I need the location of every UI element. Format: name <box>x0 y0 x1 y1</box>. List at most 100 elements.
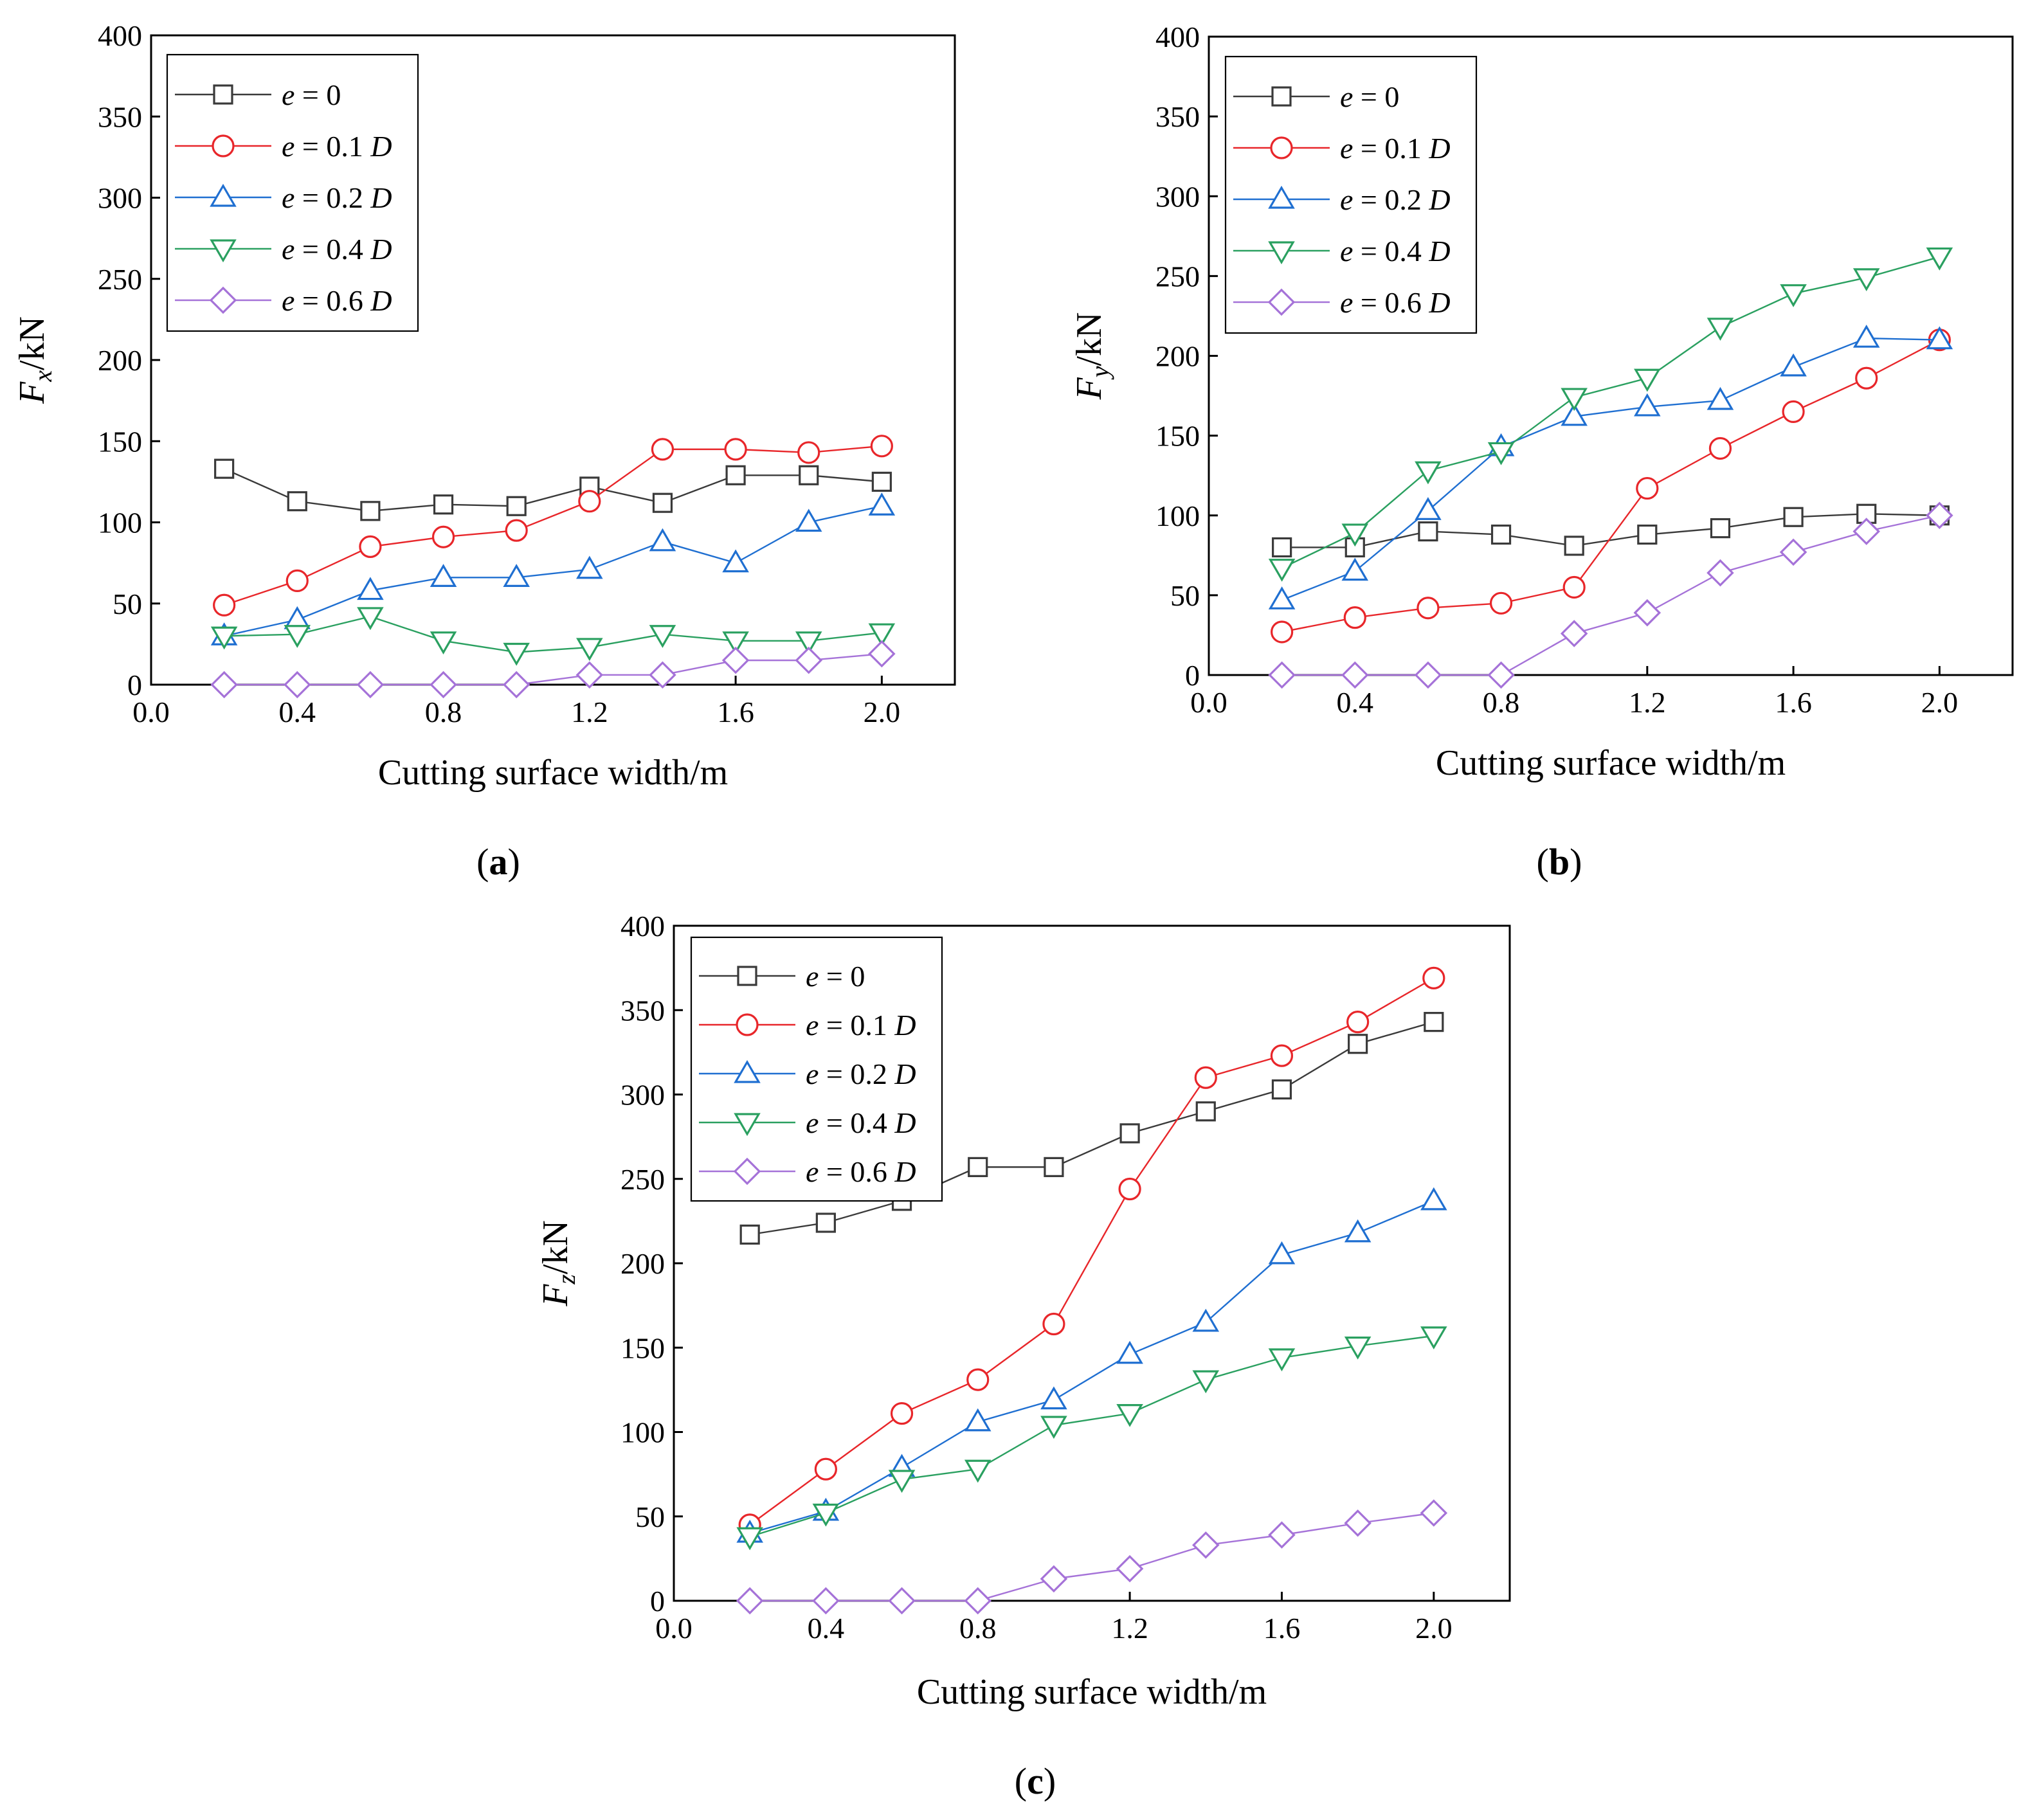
series-e0 <box>1272 503 1950 558</box>
legend-marker <box>210 183 237 207</box>
legend-label: e = 0.1 D <box>282 130 392 163</box>
y-tick-label: 200 <box>1155 340 1200 373</box>
data-point <box>797 441 820 464</box>
data-point <box>503 642 530 666</box>
series-line <box>224 653 882 686</box>
data-point <box>1415 497 1442 520</box>
series-e06 <box>210 640 896 699</box>
x-axis-title: Cutting surface width/m <box>917 1672 1267 1712</box>
data-point <box>578 490 601 513</box>
series-line <box>224 445 882 606</box>
data-point <box>1271 1079 1292 1100</box>
x-tick-label: 0.4 <box>1337 686 1374 719</box>
data-point <box>1852 325 1880 348</box>
y-tick-label: 300 <box>620 1079 665 1112</box>
data-point <box>1926 501 1953 530</box>
panel-c: 0 50 100 150 200 250 300 350 400 0.0 0.4 0.8 1.2 1.6 2… <box>536 910 1511 1802</box>
y-tick-label: 100 <box>620 1416 665 1449</box>
legend-marker <box>213 84 233 105</box>
data-point <box>868 640 896 668</box>
legend-marker <box>1271 86 1292 107</box>
x-tick-label: 0.0 <box>1190 686 1227 719</box>
y-tick-label: 250 <box>98 263 142 296</box>
y-tick-label: 0 <box>127 669 142 701</box>
y-axis-title: Fx/kN <box>12 316 57 404</box>
data-point <box>812 1503 840 1527</box>
data-point <box>210 626 238 650</box>
x-tick-label: 0.4 <box>279 696 316 728</box>
series-e04 <box>1268 247 1953 582</box>
data-point <box>966 1368 990 1391</box>
legend-marker <box>737 966 757 986</box>
data-point <box>1268 559 1296 582</box>
data-point <box>1420 1187 1447 1211</box>
data-point <box>1637 524 1658 545</box>
data-point <box>1348 1034 1368 1054</box>
x-tick-label: 1.6 <box>717 696 754 728</box>
y-tick-label: 350 <box>620 994 665 1027</box>
series-line <box>224 615 882 653</box>
data-point <box>214 458 235 479</box>
legend-label: e = 0.1 D <box>806 1009 916 1041</box>
data-point <box>1268 1521 1296 1549</box>
y-tick-label: 350 <box>1155 100 1200 133</box>
y-tick-label: 150 <box>620 1331 665 1364</box>
legend-label: e = 0.6 D <box>282 284 392 317</box>
data-point <box>739 1224 760 1245</box>
legend-label: e = 0.4 D <box>1340 235 1451 267</box>
data-point <box>1780 353 1807 377</box>
legend-marker <box>210 239 237 263</box>
data-point <box>736 1527 763 1551</box>
series-e0 <box>739 1012 1444 1245</box>
data-point <box>795 509 822 532</box>
series-e04 <box>210 607 896 666</box>
data-point <box>649 625 676 648</box>
data-point <box>1490 524 1512 545</box>
x-axis-title: Cutting surface width/m <box>1436 743 1786 783</box>
data-point <box>722 631 749 655</box>
x-tick-label: 0.8 <box>959 1612 997 1644</box>
data-point <box>1192 1308 1220 1332</box>
legend-marker <box>1270 136 1293 159</box>
data-point <box>724 438 747 461</box>
y-tick-label: 150 <box>1155 420 1200 453</box>
data-point <box>1195 1101 1216 1122</box>
series-e01 <box>1271 329 1951 644</box>
x-tick-label: 2.0 <box>1415 1612 1453 1644</box>
data-point <box>1708 437 1732 460</box>
data-point <box>964 1408 991 1432</box>
panel-label: (b) <box>1537 841 1582 883</box>
data-point <box>502 671 530 699</box>
data-point <box>430 564 457 587</box>
legend: e = 0 e = 0.1 D e = 0.2 D e = 0.4 D e = 0.6 … <box>690 936 943 1202</box>
legend-marker <box>736 1013 759 1036</box>
data-point <box>968 1157 988 1177</box>
data-point <box>888 1470 916 1493</box>
x-tick-label: 2.0 <box>1921 686 1959 719</box>
legend-label: e = 0.2 D <box>806 1058 916 1090</box>
data-point <box>890 1402 914 1425</box>
data-point <box>1417 597 1440 620</box>
data-point <box>725 465 746 485</box>
legend-label: e = 0.2 D <box>1340 183 1451 216</box>
data-point <box>721 646 750 674</box>
data-point <box>888 1587 916 1615</box>
series-line <box>749 1021 1435 1236</box>
data-point <box>722 549 749 573</box>
data-point <box>1119 1123 1140 1144</box>
data-point <box>1344 1509 1372 1537</box>
data-point <box>1634 368 1661 392</box>
data-point <box>1633 599 1661 627</box>
x-tick-label: 1.2 <box>1111 1612 1148 1644</box>
y-tick-label: 400 <box>98 19 142 52</box>
y-tick-label: 250 <box>620 1163 665 1196</box>
x-tick-label: 0.8 <box>425 696 462 728</box>
data-point <box>1710 518 1731 539</box>
data-point <box>1341 523 1369 547</box>
data-point <box>1346 1011 1370 1034</box>
data-point <box>1192 1531 1220 1559</box>
series-line <box>749 1200 1435 1535</box>
legend-label: e = 0 <box>806 960 865 993</box>
legend-label: e = 0 <box>1340 80 1399 113</box>
